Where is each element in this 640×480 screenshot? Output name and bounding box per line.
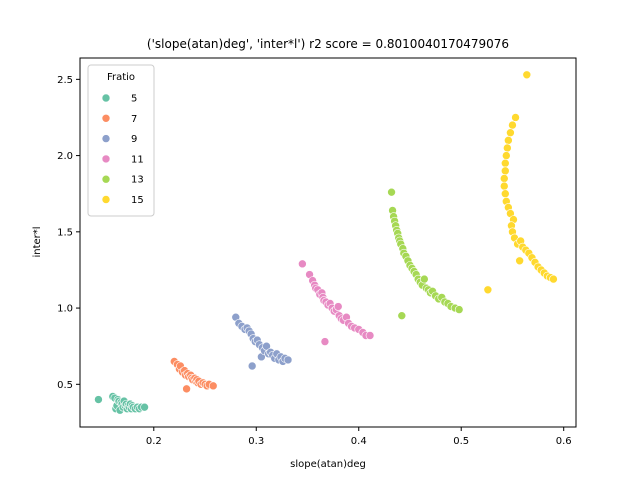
x-axis-label: slope(atan)deg — [290, 459, 366, 470]
legend-label: 13 — [131, 175, 144, 186]
data-point — [140, 402, 149, 412]
legend-label: 11 — [131, 154, 144, 165]
data-point — [499, 181, 509, 191]
legend-box — [87, 64, 155, 217]
legend-marker — [101, 114, 111, 123]
legend-marker — [101, 154, 111, 164]
y-tick-label: 0.5 — [57, 380, 73, 391]
data-point — [483, 285, 493, 295]
x-tick-label: 0.4 — [351, 436, 367, 447]
points-layer — [94, 70, 558, 415]
data-point — [503, 143, 512, 153]
x-axis: 0.2 0.3 0.4 0.5 0.6 — [146, 427, 572, 447]
data-point — [94, 395, 103, 404]
legend-marker — [101, 195, 111, 204]
legend-marker — [101, 134, 111, 143]
data-point — [515, 256, 524, 266]
data-point — [387, 187, 396, 197]
data-point — [508, 120, 517, 130]
data-point — [298, 259, 307, 269]
data-point — [333, 302, 343, 311]
data-point — [365, 331, 375, 340]
y-tick-label: 2.5 — [57, 75, 73, 86]
legend-marker — [101, 174, 111, 184]
data-point — [247, 361, 257, 371]
data-point — [500, 158, 510, 168]
data-point — [504, 136, 513, 145]
x-tick-label: 0.2 — [146, 436, 162, 447]
data-point — [320, 337, 330, 346]
y-tick-label: 1.0 — [57, 304, 73, 315]
data-point — [500, 189, 510, 199]
data-point — [502, 151, 511, 160]
legend-label: 9 — [131, 134, 137, 145]
y-axis: 0.5 1.0 1.5 2.0 2.5 — [57, 75, 80, 391]
x-tick-label: 0.5 — [453, 436, 469, 447]
x-tick-label: 0.6 — [556, 436, 572, 447]
data-point — [397, 311, 407, 320]
data-point — [511, 113, 520, 122]
legend-label: 7 — [131, 114, 137, 125]
legend: Fratio 5 7 9 11 13 15 — [87, 64, 155, 217]
y-axis-label: inter*l — [32, 226, 43, 257]
legend-marker — [101, 93, 111, 103]
data-point — [182, 384, 191, 394]
chart-title: ('slope(atan)deg', 'inter*l') r2 score =… — [147, 37, 509, 51]
data-point — [499, 174, 509, 183]
data-point — [454, 305, 464, 314]
data-point — [549, 274, 558, 284]
data-point — [420, 274, 429, 284]
y-tick-label: 1.5 — [57, 227, 73, 238]
plot-frame — [79, 57, 577, 428]
data-point — [522, 70, 532, 80]
legend-label: 5 — [131, 94, 137, 105]
y-tick-label: 2.0 — [57, 151, 73, 162]
legend-title: Fratio — [107, 72, 135, 83]
x-tick-label: 0.3 — [248, 436, 264, 447]
data-point — [500, 166, 510, 176]
data-point — [283, 355, 293, 365]
data-point — [506, 128, 515, 138]
legend-label: 15 — [131, 195, 144, 206]
data-point — [208, 381, 218, 391]
